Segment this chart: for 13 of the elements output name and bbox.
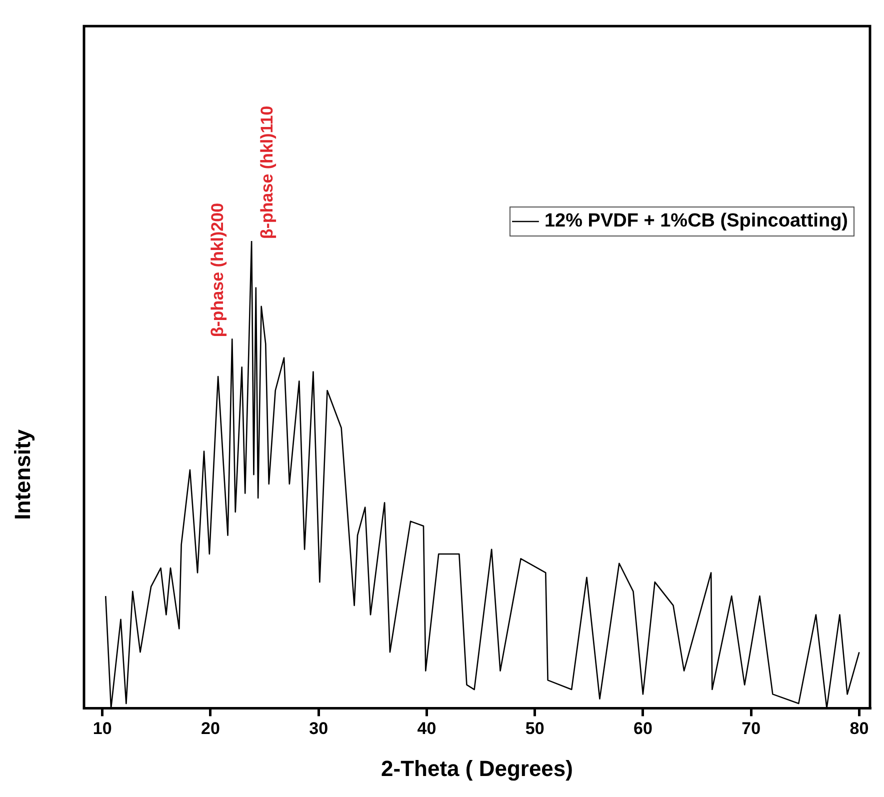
- x-tick-label: 50: [525, 719, 544, 738]
- legend-label: 12% PVDF + 1%CB (Spincoatting): [544, 210, 848, 232]
- x-tick-label: 10: [92, 719, 112, 738]
- x-tick-label: 20: [201, 719, 220, 738]
- x-axis-title: 2-Theta ( Degrees): [381, 756, 573, 781]
- x-tick-label: 80: [850, 719, 869, 738]
- x-tick-label: 60: [633, 719, 652, 738]
- annotation: β-phase (hkl)110: [257, 106, 276, 239]
- annotation: β-phase (hkl)200: [208, 202, 227, 338]
- x-tick-label: 40: [417, 719, 436, 738]
- x-tick-label: 70: [742, 719, 761, 738]
- y-axis-title: Intensity: [10, 428, 36, 520]
- x-tick-label: 30: [309, 719, 328, 738]
